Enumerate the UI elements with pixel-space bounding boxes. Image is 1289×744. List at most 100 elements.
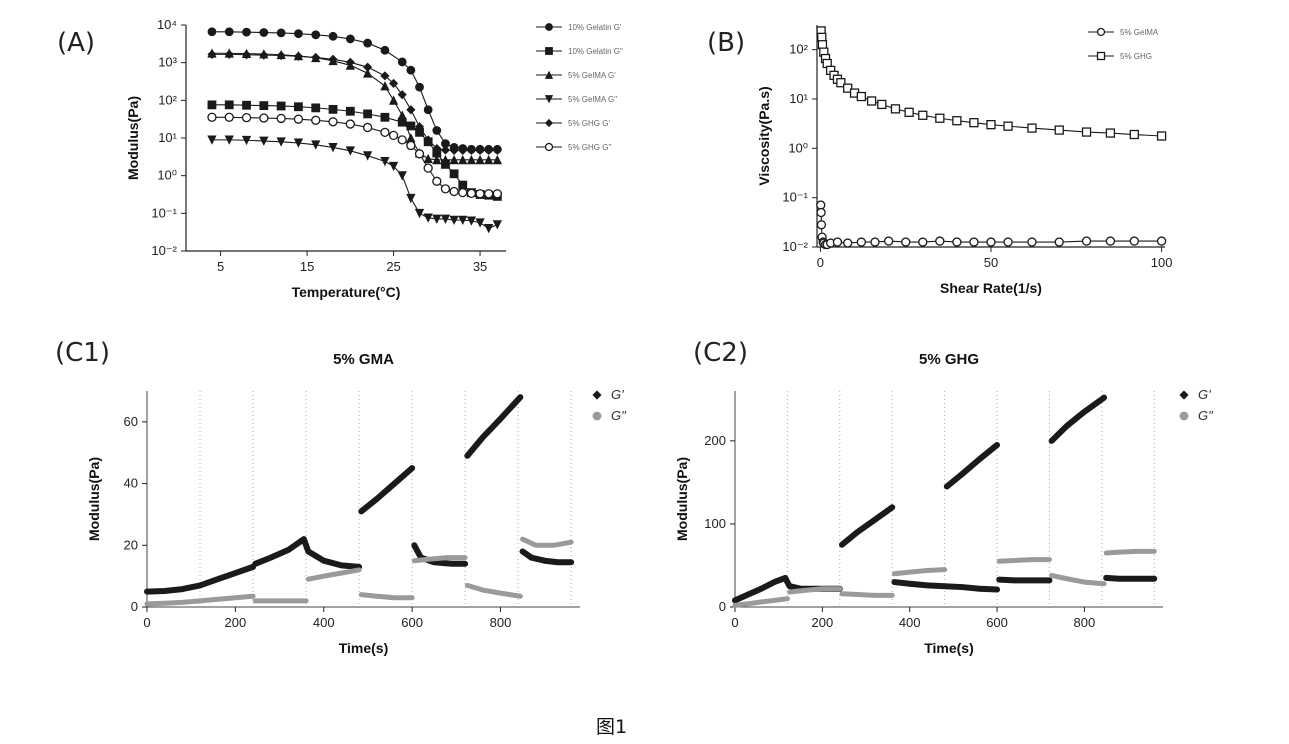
panel-c1-ytick-label: 20	[124, 537, 138, 552]
panel-a-point	[242, 27, 251, 37]
panel-c1-ytick-label: 40	[124, 476, 138, 491]
panel-a-point	[259, 136, 269, 146]
panel-a-point	[389, 78, 399, 88]
panel-b-xtick-label: 0	[817, 255, 824, 270]
panel-c1-legend-label: G'	[611, 387, 624, 402]
panel-c1-ytick-label: 60	[124, 414, 138, 429]
panel-c1-series-segment	[464, 394, 524, 459]
panel-c2-legend-marker	[1179, 411, 1189, 421]
panel-a-legend-label: 5% GelMA G'	[568, 71, 616, 80]
panel-a-ytick-label: 10²	[158, 92, 177, 107]
panel-c2-series-segment	[891, 579, 1001, 593]
panel-a-legend-marker	[544, 95, 554, 104]
panel-a-point	[432, 143, 442, 154]
panel-a-point	[458, 215, 468, 226]
panel-a-point	[440, 184, 451, 194]
panel-c1-series-segment	[305, 567, 362, 582]
panel-a-point	[432, 154, 442, 165]
panel-b-point	[1105, 128, 1116, 138]
panel-a-point	[380, 71, 390, 81]
panel-a-point	[311, 103, 321, 113]
panel-a-point	[423, 105, 433, 115]
panel-c2-series-segment	[996, 576, 1053, 584]
panel-a-point	[475, 218, 485, 228]
panel-a-point	[414, 208, 425, 219]
panel-a-point	[440, 145, 451, 155]
panel-a-ytick-label: 10¹	[158, 130, 177, 145]
panel-c2-xtick-label: 400	[899, 615, 921, 630]
panel-a-legend-label: 10% Gelatin G"	[568, 47, 623, 56]
panel-a-legend-marker	[544, 118, 554, 128]
panel-b-point	[1129, 129, 1139, 140]
panel-b-legend-marker	[1096, 51, 1106, 61]
panel-a-point	[345, 106, 355, 116]
panel-a-xlabel: Temperature(°C)	[292, 284, 401, 300]
panel-a-point	[397, 135, 407, 145]
panel-c2-xlabel: Time(s)	[924, 640, 974, 656]
panel-a-point	[311, 115, 321, 125]
panel-a-point	[242, 100, 251, 110]
panel-a-point	[449, 145, 459, 155]
panel-a-point	[207, 112, 217, 122]
panel-a-point	[466, 154, 477, 165]
panel-a-point	[397, 110, 407, 120]
panel-a-point	[449, 169, 459, 179]
panel-a-point	[432, 126, 442, 135]
panel-c2-ylabel: Modulus(Pa)	[674, 457, 690, 541]
panel-a-point	[259, 28, 269, 37]
panel-a-point	[397, 171, 407, 181]
panel-a-xtick-label: 35	[473, 259, 487, 274]
panel-a-legend-marker	[544, 70, 554, 79]
panel-b-point	[1003, 237, 1013, 247]
panel-c2-series-segment	[891, 567, 948, 577]
panel-a-legend-label: 5% GHG G"	[568, 143, 611, 152]
panel-a-point	[475, 145, 485, 155]
panel-b-point	[1054, 125, 1064, 135]
panel-a-point	[345, 57, 355, 67]
panel-c2-legend-label: G"	[1198, 408, 1214, 423]
panel-a-point	[492, 154, 502, 165]
panel-b-ytick-label: 10⁰	[788, 140, 808, 155]
panel-c1-series-segment	[411, 542, 469, 567]
panel-a-legend-marker	[545, 23, 553, 31]
panel-a-xtick-label: 5	[217, 259, 224, 274]
panel-a-point	[363, 62, 373, 72]
panel-a-point	[259, 50, 269, 60]
panel-a-point	[328, 104, 338, 114]
panel-a-point	[207, 100, 217, 110]
panel-b-legend-label: 5% GelMA	[1120, 28, 1159, 37]
panel-c1-xtick-label: 400	[313, 615, 335, 630]
panel-b-xtick-label: 50	[984, 255, 998, 270]
panel-c2-xtick-label: 600	[986, 615, 1008, 630]
panel-c2-series-segment	[839, 504, 896, 548]
panel-a-point	[466, 216, 477, 226]
panel-a-point	[423, 153, 433, 164]
panel-c2-xtick-label: 0	[731, 615, 738, 630]
panel-c1-series-segment	[411, 555, 468, 564]
panel-b-legend-label: 5% GHG	[1120, 52, 1152, 61]
panel-a-point	[388, 130, 399, 141]
panel-a-point	[328, 143, 338, 153]
panel-a-legend-marker	[544, 142, 554, 152]
panel-b-ytick-label: 10⁻¹	[782, 190, 808, 205]
panel-a-point	[362, 68, 373, 78]
panel-a-legend-label: 5% GelMA G"	[568, 95, 617, 104]
panel-a-ytick-label: 10⁻²	[151, 243, 177, 258]
panel-a-point	[363, 38, 373, 48]
panel-b-ytick-label: 10²	[789, 42, 808, 57]
panel-a-point	[380, 112, 390, 122]
panel-label-a: (A)	[57, 28, 96, 58]
panel-c1-series-segment	[464, 582, 523, 599]
panel-c2-series-segment	[839, 591, 895, 598]
panel-a-legend-label: 10% Gelatin G'	[568, 23, 622, 32]
panel-c2-title: 5% GHG	[919, 351, 979, 368]
panel-a-point	[406, 105, 416, 115]
panel-a-point	[328, 31, 338, 41]
panel-a-point	[397, 90, 407, 100]
panel-b-point	[816, 220, 827, 230]
panel-c1-series-segment	[144, 563, 257, 595]
panel-c1-xtick-label: 200	[225, 615, 247, 630]
panel-a-point	[224, 27, 234, 37]
panel-a-point	[276, 137, 286, 147]
